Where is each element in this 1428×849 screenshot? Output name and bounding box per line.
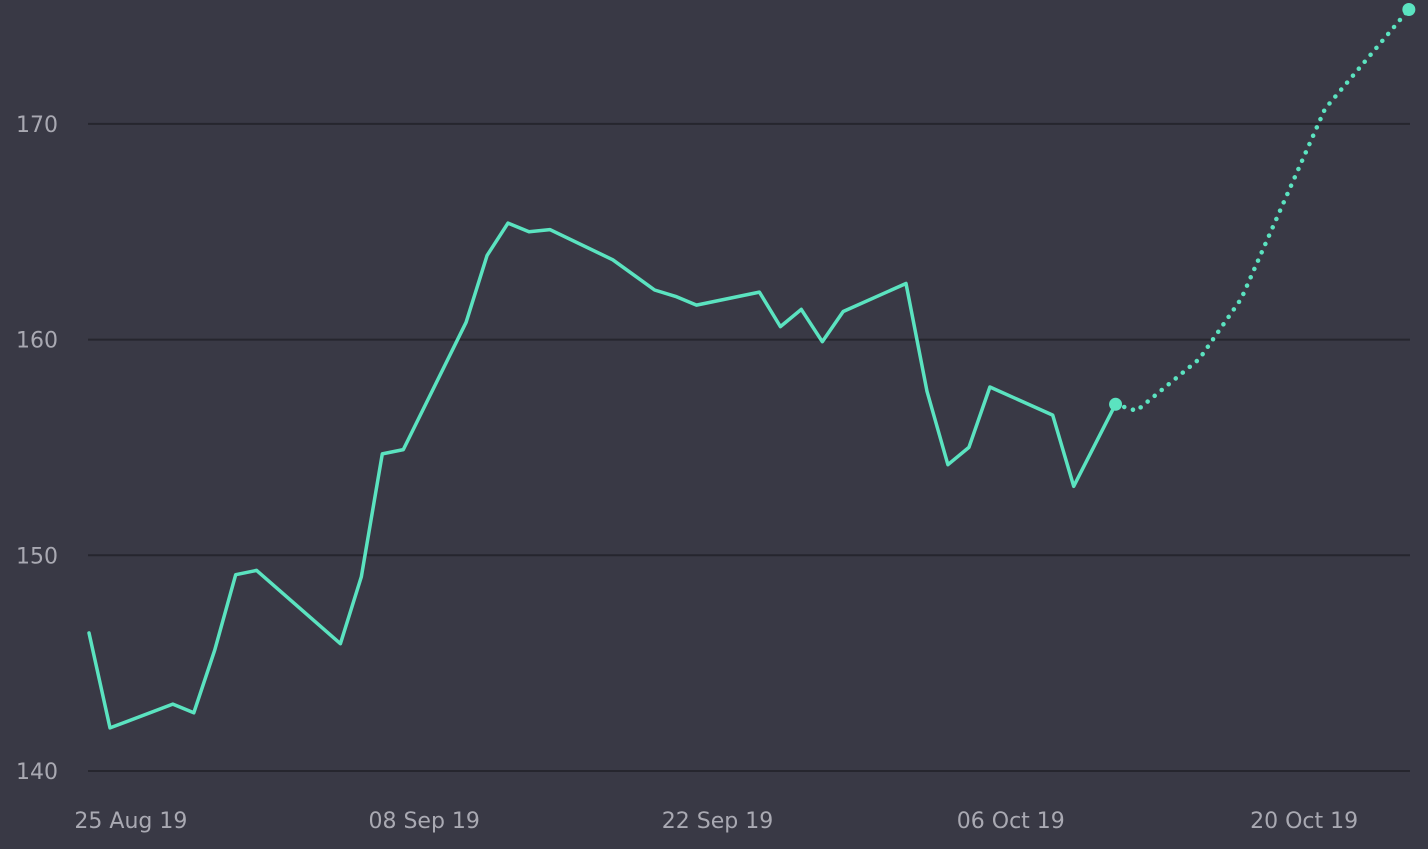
y-tick-label: 160 xyxy=(16,329,58,354)
y-axis-ticks: 140 150 160 170 xyxy=(16,113,58,785)
y-tick-label: 150 xyxy=(16,544,58,569)
forecast-series-line xyxy=(1113,7,1412,414)
y-tick-label: 170 xyxy=(16,113,58,138)
series-layer xyxy=(87,3,1416,730)
x-axis-ticks: 25 Aug 19 08 Sep 19 22 Sep 19 06 Oct 19 20 O… xyxy=(74,809,1358,834)
x-tick-label: 08 Sep 19 xyxy=(368,809,479,834)
grid-lines xyxy=(88,122,1410,772)
actual-series-line xyxy=(87,221,1118,730)
x-tick-label: 20 Oct 19 xyxy=(1250,809,1358,834)
x-tick-label: 22 Sep 19 xyxy=(662,809,773,834)
forecast-end-point xyxy=(1402,3,1416,17)
y-tick-label: 140 xyxy=(16,760,58,785)
x-tick-label: 06 Oct 19 xyxy=(957,809,1065,834)
x-tick-label: 25 Aug 19 xyxy=(74,809,187,834)
